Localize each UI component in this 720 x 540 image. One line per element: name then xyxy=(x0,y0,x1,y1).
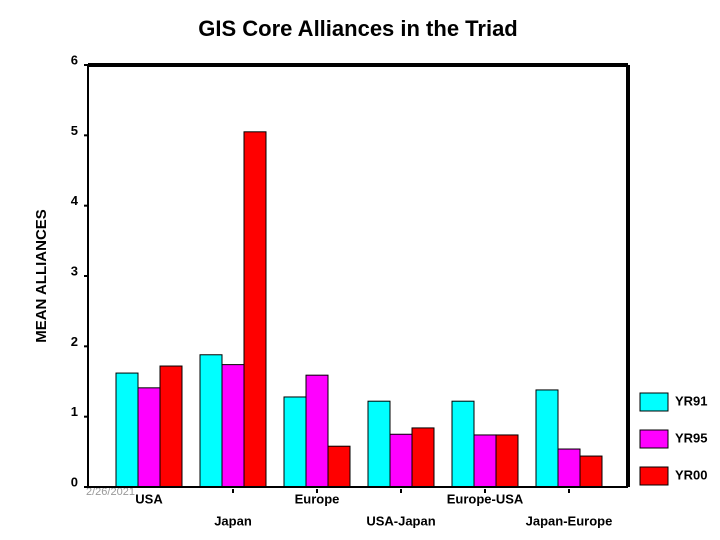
y-tick-label: 3 xyxy=(71,263,78,278)
legend-swatch xyxy=(639,466,669,486)
bar xyxy=(221,364,245,488)
legend-label: YR95 xyxy=(675,430,708,445)
legend-swatch xyxy=(639,429,669,449)
x-tick-label: USA-Japan xyxy=(366,513,435,528)
x-tick-label: Europe xyxy=(295,491,340,506)
bar xyxy=(115,372,139,488)
x-tick-label: USA xyxy=(135,491,163,506)
bar xyxy=(199,354,223,488)
bar xyxy=(327,445,351,488)
bar xyxy=(535,389,559,488)
bar xyxy=(389,433,413,488)
bar xyxy=(137,387,161,488)
y-tick-label: 1 xyxy=(71,404,78,419)
bar xyxy=(579,455,603,488)
date: 2/26/2021 xyxy=(86,486,135,498)
y-tick-label: 2 xyxy=(71,334,78,349)
bar xyxy=(283,396,307,488)
chart-title: GIS Core Alliances in the Triad xyxy=(198,16,518,41)
legend-swatch xyxy=(639,392,669,412)
y-tick-label: 4 xyxy=(71,193,79,208)
bar xyxy=(473,434,497,488)
x-tick-label: Japan-Europe xyxy=(526,513,613,528)
y-tick-label: 0 xyxy=(71,474,78,489)
x-tick-label: Europe-USA xyxy=(447,491,524,506)
bar xyxy=(411,427,435,488)
bar xyxy=(557,448,581,488)
bar xyxy=(451,400,475,488)
bar xyxy=(367,400,391,488)
bar xyxy=(495,434,519,488)
x-tick-label: Japan xyxy=(214,513,252,528)
y-tick-label: 6 xyxy=(71,52,78,67)
bar xyxy=(305,374,329,488)
legend-label: YR00 xyxy=(675,467,708,482)
bar xyxy=(159,365,183,488)
bar xyxy=(243,131,267,488)
y-tick-label: 5 xyxy=(71,123,78,138)
y-axis-label: MEAN ALLIANCES xyxy=(33,209,50,343)
legend-label: YR91 xyxy=(675,393,708,408)
